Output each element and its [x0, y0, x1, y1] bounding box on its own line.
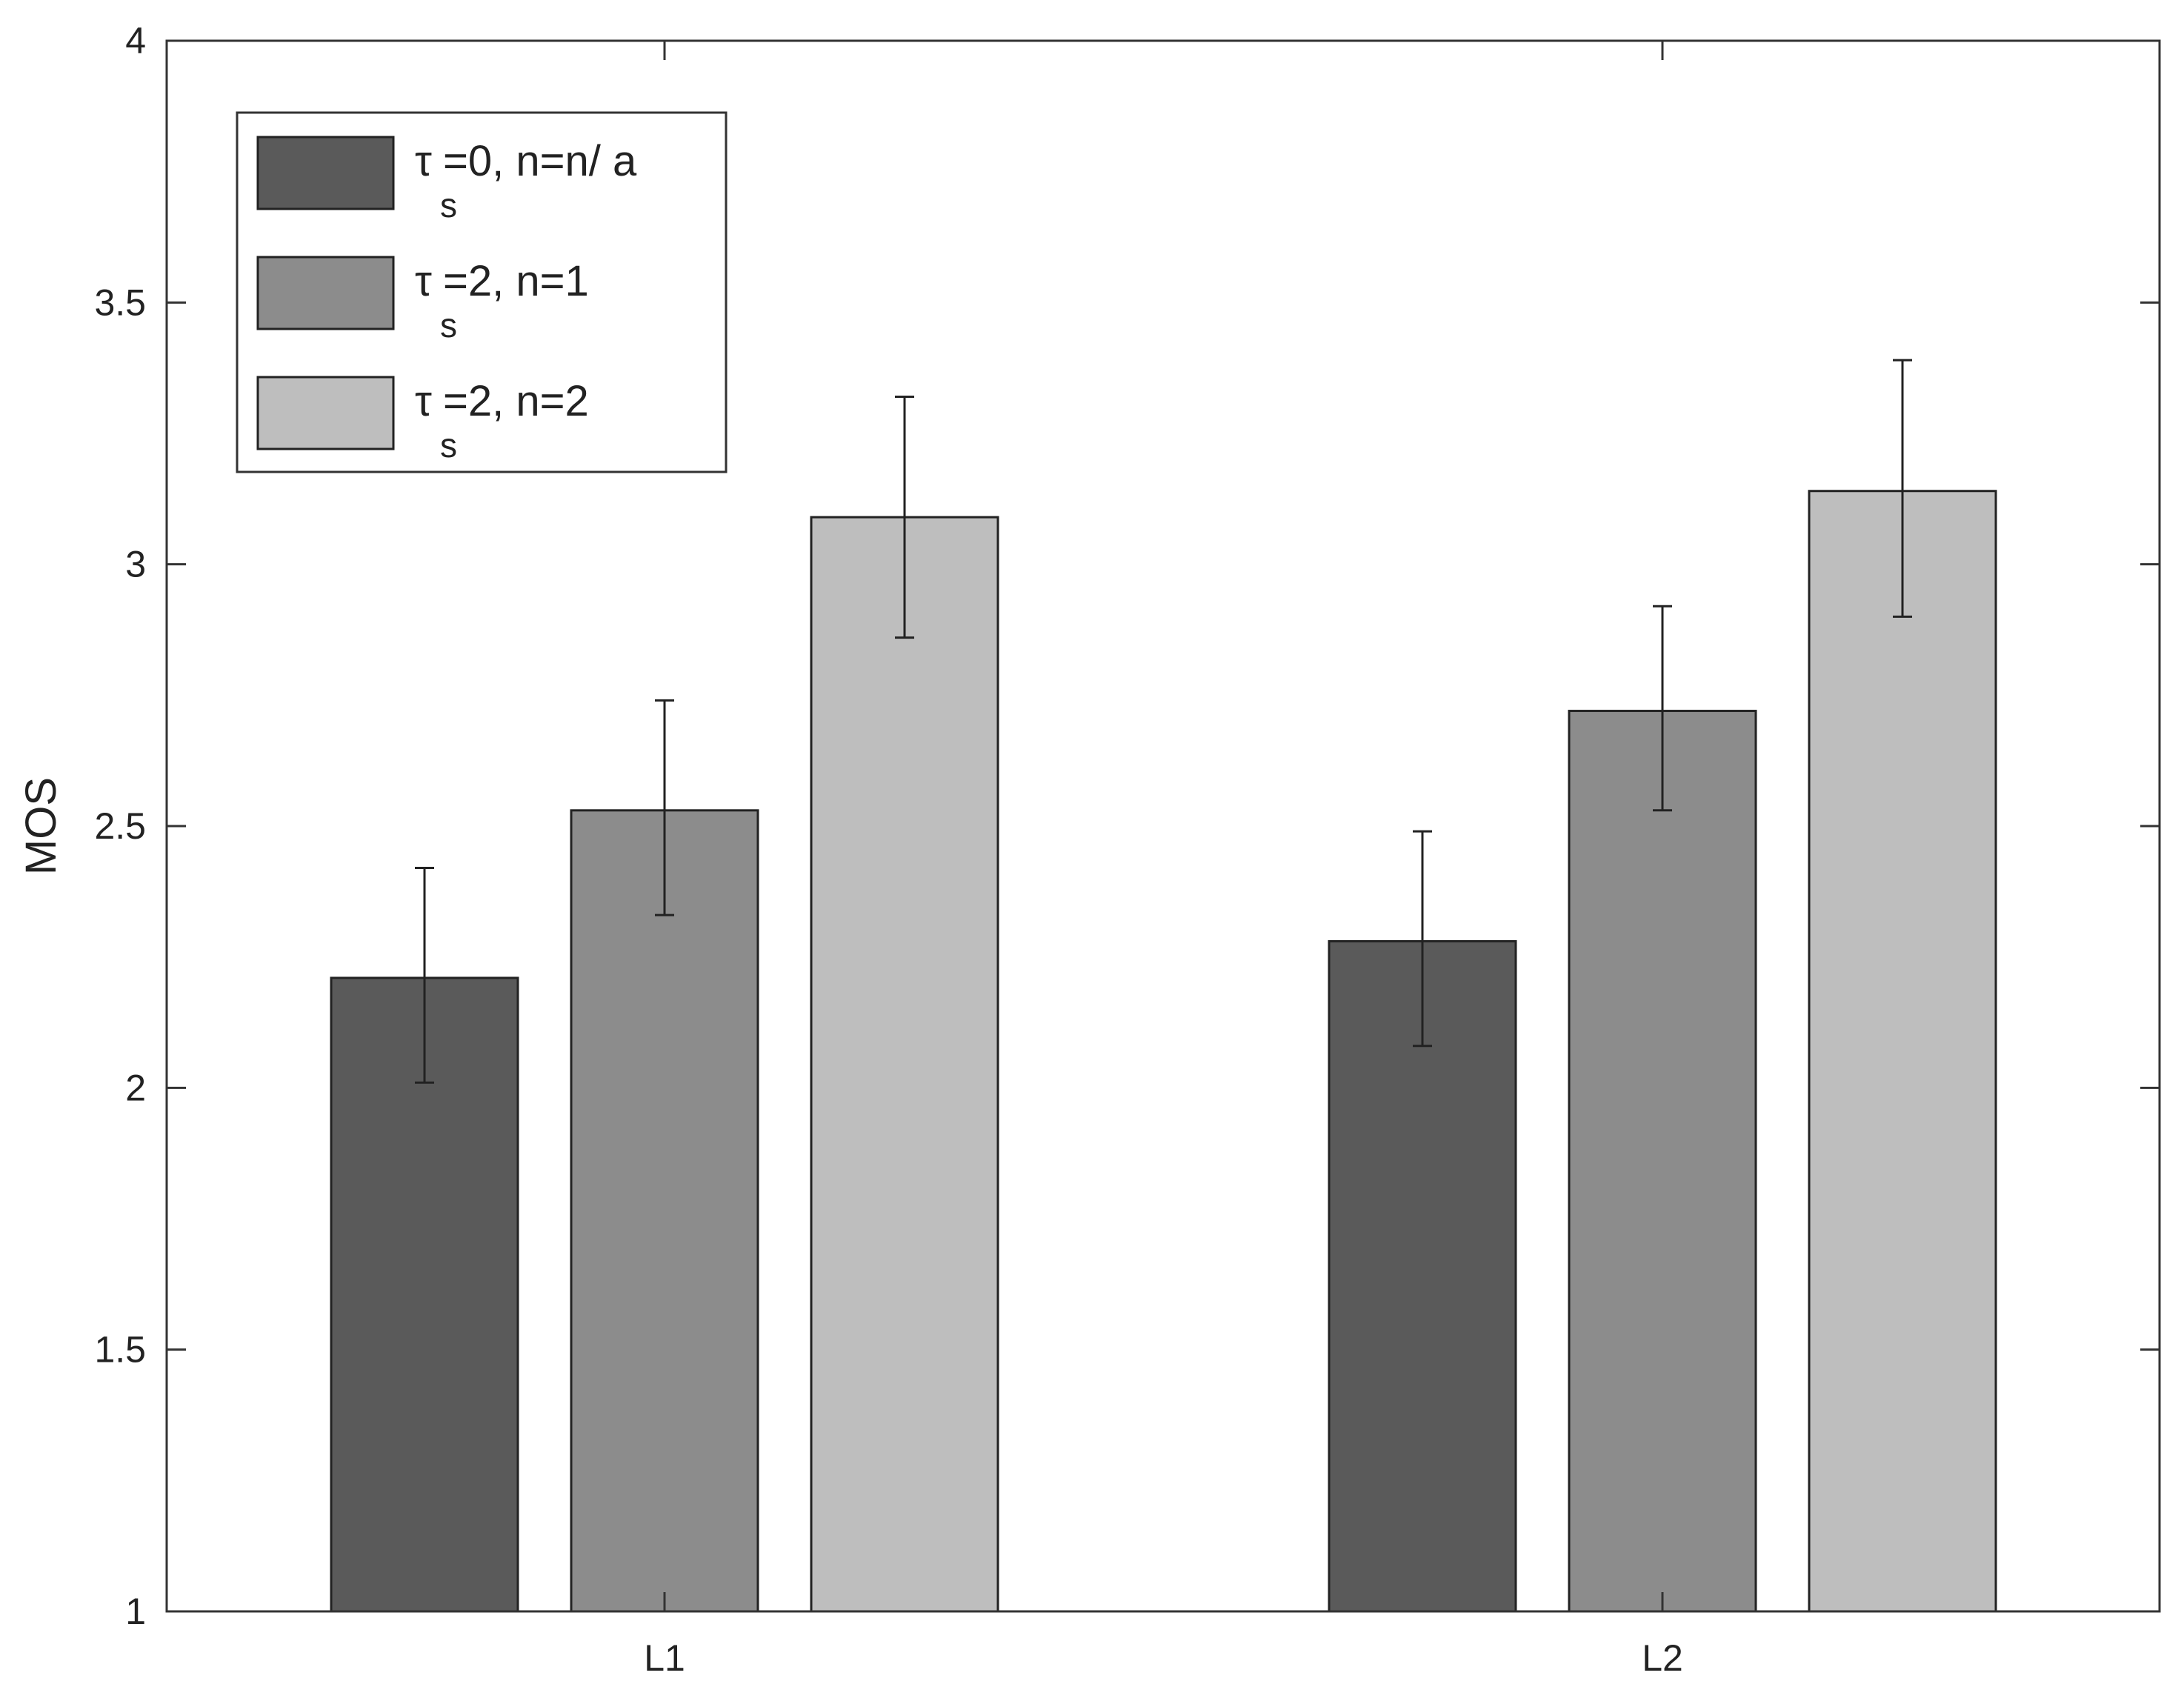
legend-swatch — [256, 256, 395, 330]
legend-symbol: τ — [415, 137, 432, 185]
legend-subscript: s — [440, 306, 457, 345]
legend-symbol: τ — [415, 377, 432, 425]
legend-symbol: τ — [415, 257, 432, 305]
y-tick-label: 4 — [125, 20, 146, 61]
x-tick-label: L2 — [1642, 1637, 1683, 1679]
legend-label: =0, n=n/ a — [443, 137, 637, 185]
bar — [1568, 710, 1757, 1613]
y-tick-label: 3.5 — [94, 282, 146, 323]
legend-subscript: s — [440, 426, 457, 465]
bar — [570, 809, 759, 1613]
bar — [810, 516, 999, 1613]
legend-swatch — [256, 136, 395, 210]
legend-swatch — [256, 376, 395, 450]
y-tick-label: 1.5 — [94, 1329, 146, 1371]
y-tick-label: 2 — [125, 1067, 146, 1108]
y-tick-label: 3 — [125, 544, 146, 585]
x-tick-label: L1 — [644, 1637, 685, 1679]
legend-subscript: s — [440, 186, 457, 224]
y-tick-label: 2.5 — [94, 805, 146, 847]
y-tick-label: 1 — [125, 1591, 146, 1632]
error-bars-group — [415, 359, 1912, 1084]
legend-label: =2, n=2 — [443, 377, 589, 425]
y-axis: 1 1.5 2 2.5 3 3.5 4 — [94, 20, 2160, 1632]
legend-label: =2, n=1 — [443, 257, 589, 305]
bars-group — [330, 490, 1997, 1613]
bar — [1328, 939, 1517, 1613]
legend: τ =0, n=n/ asτ =2, n=1sτ =2, n=2s — [236, 111, 728, 473]
x-axis: L1 L2 — [644, 41, 1683, 1679]
bar — [1808, 490, 1997, 1613]
y-axis-label: MOS — [17, 777, 65, 875]
